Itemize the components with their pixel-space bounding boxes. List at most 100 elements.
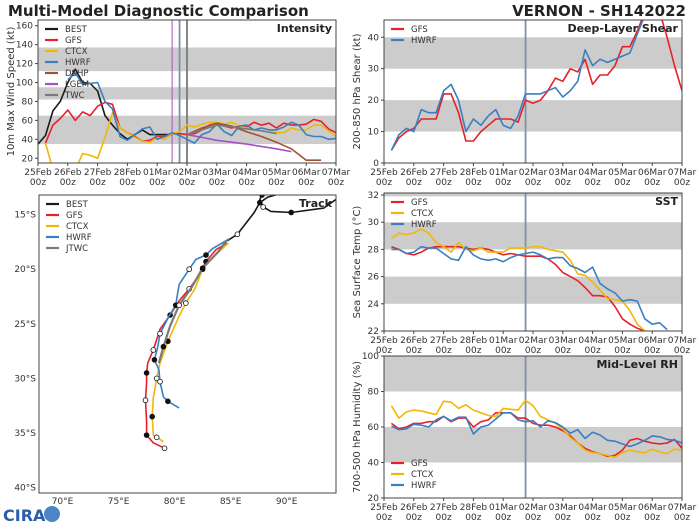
track-marker-ctcx (183, 300, 189, 306)
x-tick-date: 01Mar (489, 503, 518, 513)
x-tick-date: 06Mar (638, 168, 667, 178)
track-marker-best (234, 231, 241, 238)
x-tick-hour: 00z (555, 178, 571, 188)
track-marker-ctcx (149, 413, 155, 420)
series-line-hwrf (67, 72, 336, 144)
x-tick-date: 03Mar (549, 503, 578, 513)
legend-label-best: BEST (66, 200, 89, 210)
series-line-gfs (390, 20, 682, 151)
x-tick-date: 04Mar (578, 168, 607, 178)
y-tick-label: 40 (368, 33, 380, 43)
x-tick-date: 26Feb (54, 168, 82, 178)
legend-label-gfs: GFS (66, 211, 83, 221)
legend-label-gfs: GFS (411, 25, 428, 35)
x-tick-date: 27Feb (430, 336, 458, 346)
x-tick-date: 28Feb (460, 503, 488, 513)
x-tick-date: 04Mar (232, 168, 261, 178)
x-tick-date: 27Feb (430, 503, 458, 513)
storm-title: VERNON - SH142022 (512, 2, 686, 20)
series-line-twc (186, 124, 277, 136)
x-tick-hour: 00z (555, 513, 571, 523)
x-tick-date: 02Mar (173, 168, 202, 178)
x-tick-hour: 00z (436, 346, 452, 356)
series-line-hwrf (391, 411, 682, 448)
panel-shear: 25Feb00z26Feb00z27Feb00z28Feb00z01Mar00z… (352, 19, 697, 188)
x-tick-hour: 00z (436, 178, 452, 188)
x-tick-hour: 00z (614, 178, 630, 188)
shaded-band (384, 100, 682, 132)
track-marker-gfs (143, 370, 150, 376)
cira-logo-text: CIRA (3, 506, 46, 525)
x-tick-hour: 00z (674, 513, 690, 523)
legend-label-lgem: LGEM (65, 80, 89, 90)
legend-label-hwrf: HWRF (411, 220, 437, 230)
y-tick-label: 40 (368, 459, 380, 469)
x-tick-label: 80°E (164, 497, 186, 507)
x-tick-hour: 00z (406, 178, 422, 188)
legend-label-hwrf: HWRF (66, 233, 92, 243)
x-tick-hour: 00z (30, 178, 46, 188)
x-tick-hour: 00z (90, 178, 106, 188)
y-tick-label: 40°S (14, 484, 36, 494)
x-tick-hour: 00z (376, 513, 392, 523)
x-tick-label: 75°E (108, 497, 130, 507)
x-tick-hour: 00z (209, 178, 225, 188)
x-tick-date: 07Mar (322, 168, 351, 178)
panels: 25Feb00z26Feb00z27Feb00z28Feb00z01Mar00z… (6, 19, 697, 523)
y-tick-label: 15°S (14, 211, 36, 221)
x-tick-date: 01Mar (489, 336, 518, 346)
x-tick-date: 05Mar (262, 168, 291, 178)
x-tick-hour: 00z (298, 178, 314, 188)
y-tick-label: 20 (22, 154, 34, 164)
x-tick-hour: 00z (674, 178, 690, 188)
y-tick-label: 120 (16, 60, 33, 70)
track-marker-gfs (142, 397, 149, 404)
x-tick-hour: 00z (644, 513, 660, 523)
x-tick-hour: 00z (644, 346, 660, 356)
x-tick-hour: 00z (585, 178, 601, 188)
y-tick-label: 60 (22, 116, 34, 126)
x-tick-hour: 00z (495, 346, 511, 356)
x-tick-date: 04Mar (578, 503, 607, 513)
y-tick-label: 30 (368, 218, 380, 228)
panel-title: SST (655, 195, 678, 208)
cira-logo-globe (44, 506, 60, 522)
panel-rh: 25Feb00z26Feb00z27Feb00z28Feb00z01Mar00z… (352, 352, 697, 523)
track-marker-hwrf (157, 330, 163, 337)
series-line-dshp (186, 122, 322, 161)
legend-label-gfs: GFS (65, 36, 82, 46)
x-tick-date: 25Feb (370, 503, 398, 513)
x-tick-hour: 00z (239, 178, 255, 188)
x-tick-hour: 00z (585, 513, 601, 523)
x-tick-date: 25Feb (24, 168, 52, 178)
track-marker-gfs (150, 347, 157, 353)
plot-area (384, 193, 682, 331)
y-tick-label: 60 (368, 423, 380, 433)
x-tick-date: 07Mar (668, 336, 697, 346)
plot-area (38, 20, 336, 163)
y-tick-label: 35°S (14, 429, 36, 439)
series-line-hwrf (390, 20, 644, 151)
x-tick-hour: 00z (376, 346, 392, 356)
y-tick-label: 100 (362, 352, 379, 362)
plot-area (384, 356, 682, 498)
y-axis-label: 10m Max Wind Speed (kt) (6, 26, 17, 156)
x-tick-date: 28Feb (460, 168, 488, 178)
track-marker-hwrf (165, 398, 171, 405)
x-tick-hour: 00z (406, 346, 422, 356)
track-marker-hwrf (157, 378, 163, 385)
x-tick-date: 07Mar (668, 503, 697, 513)
x-tick-date: 05Mar (608, 503, 637, 513)
y-axis-label: 700-500 hPa Humidity (%) (352, 361, 363, 493)
x-tick-date: 04Mar (578, 336, 607, 346)
x-tick-hour: 00z (674, 346, 690, 356)
legend-label-hwrf: HWRF (65, 58, 91, 68)
legend-label-dshp: DSHP (65, 69, 88, 79)
x-tick-hour: 00z (328, 178, 344, 188)
y-tick-label: 24 (368, 300, 380, 310)
track-line-jtwc (157, 240, 228, 364)
y-tick-label: 0 (373, 159, 379, 169)
plot-background (384, 193, 682, 331)
legend-label-twc: TWC (64, 91, 85, 101)
track-marker-gfs (143, 432, 150, 438)
